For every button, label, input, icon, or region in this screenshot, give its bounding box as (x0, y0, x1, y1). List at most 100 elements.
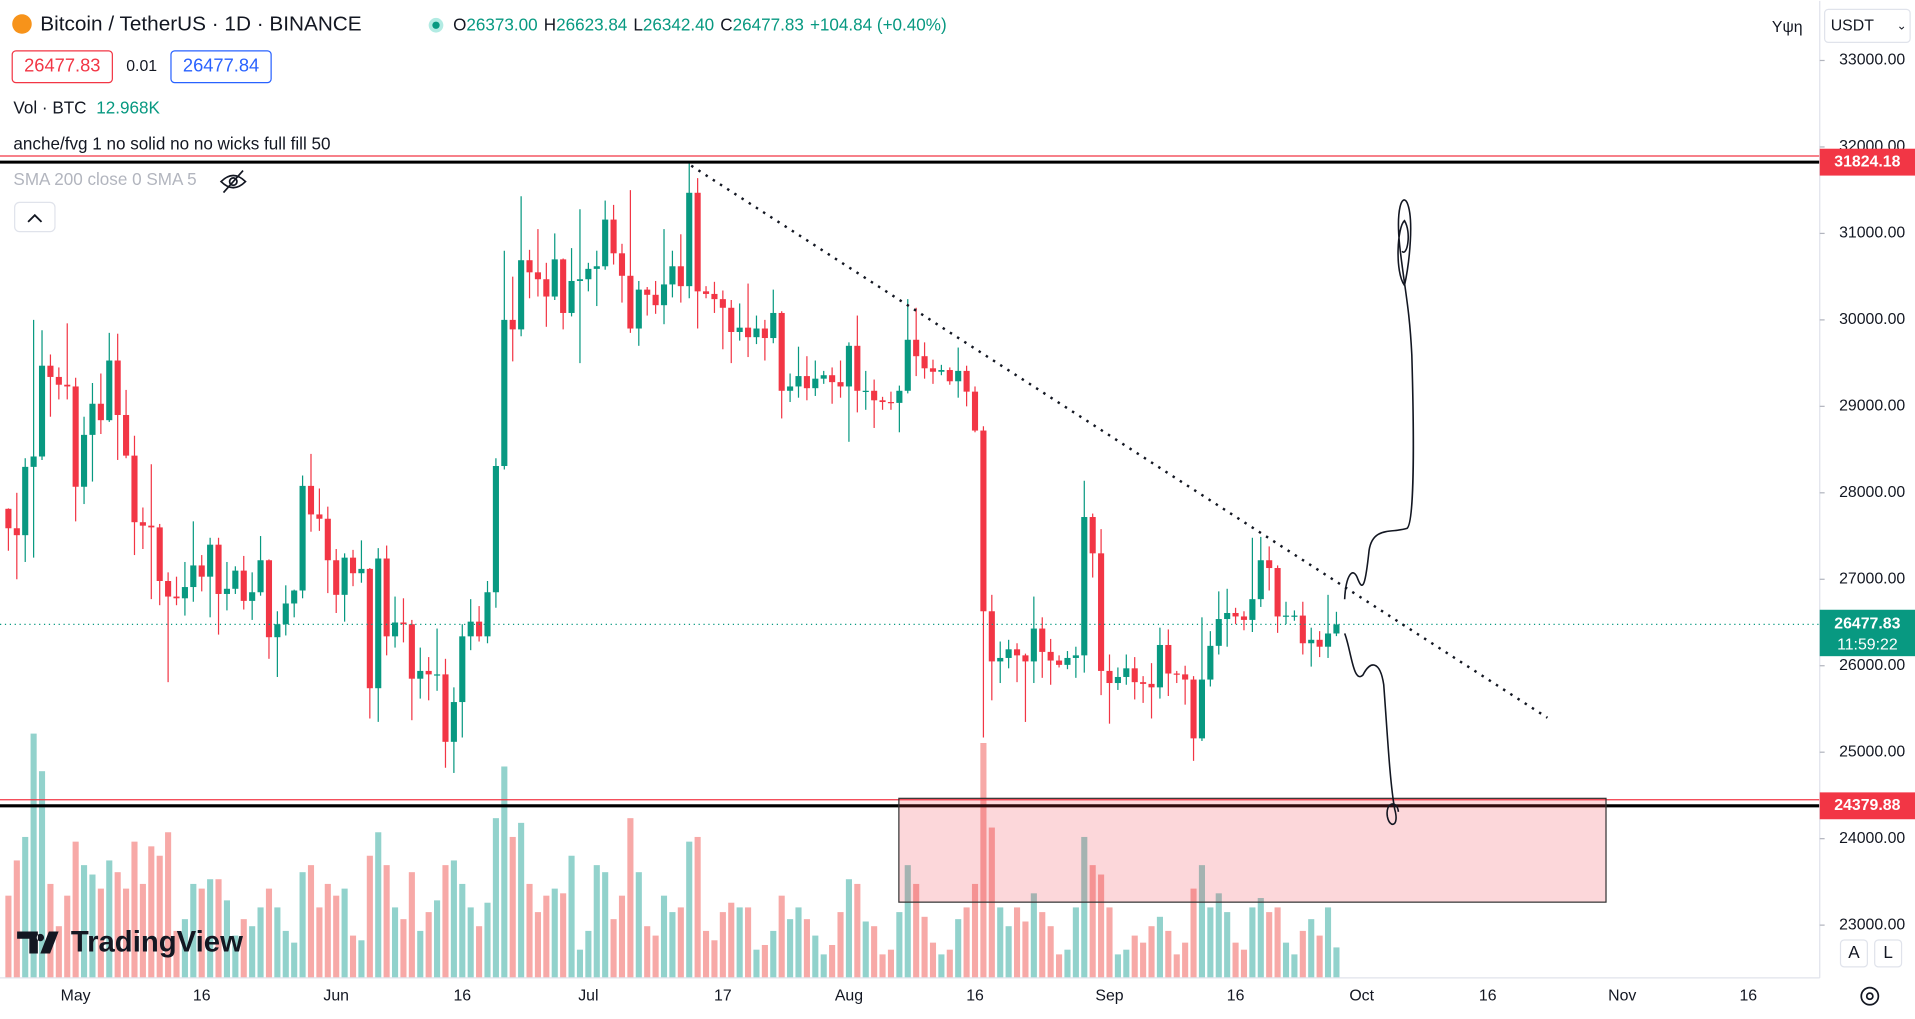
volume-bar (963, 907, 970, 978)
hidden-eye-icon[interactable] (219, 170, 247, 194)
volume-bar (526, 883, 533, 978)
candle-body (980, 430, 987, 612)
volume-bar (349, 935, 357, 978)
candle-body (1106, 670, 1113, 684)
x-tick-label: 16 (1227, 987, 1245, 1004)
volume-bar (946, 949, 953, 978)
scale-mode[interactable]: Υψη (1772, 19, 1803, 36)
volume-bar (1324, 907, 1332, 978)
collapse-button[interactable] (14, 201, 56, 233)
volume-bar (123, 888, 130, 978)
volume-bar (1215, 893, 1222, 978)
candle-body (417, 670, 424, 679)
candle-body (55, 376, 62, 385)
candle-body (450, 702, 457, 742)
volume-bar (400, 919, 407, 978)
volume-bar (728, 902, 735, 978)
candle-body (887, 402, 895, 404)
candle-body (459, 636, 466, 703)
candle-body (938, 370, 945, 372)
volume-bar (492, 818, 499, 978)
volume-bar (1257, 898, 1264, 978)
x-tick-label: May (61, 987, 91, 1004)
candle-body (728, 307, 735, 332)
candle-body (139, 522, 146, 526)
volume-bar (955, 919, 962, 978)
ask-price: 26477.84 (183, 55, 259, 76)
sell-button[interactable] (11, 50, 113, 84)
volume-bar (862, 921, 869, 978)
volume-bar (1114, 954, 1121, 978)
bid-price: 26477.83 (24, 55, 100, 76)
volume-bar (938, 954, 945, 978)
volume-bar (812, 935, 819, 978)
indicator-legend[interactable]: anche/fvg 1 no solid no no wicks full fi… (13, 134, 330, 153)
y-tick-label: 31000.00 (1839, 225, 1905, 242)
candle-body (753, 328, 760, 338)
candle-body (1324, 633, 1332, 647)
volume-bar (64, 895, 71, 978)
candle-body (391, 622, 399, 637)
volume-bar (1131, 935, 1138, 978)
candle-body (1030, 628, 1037, 662)
currency-select[interactable] (1824, 8, 1911, 43)
volume-bar (820, 954, 827, 978)
volume-bar (997, 907, 1004, 978)
volume-bar (1190, 888, 1197, 978)
volume-bar (1333, 947, 1340, 978)
level-price-tag (1819, 148, 1915, 176)
volume-bar (366, 855, 373, 978)
buy-button[interactable] (170, 50, 272, 84)
volume-bar (341, 888, 348, 978)
settings-icon[interactable] (1860, 986, 1880, 1006)
candle-body (366, 568, 373, 689)
candle-body (476, 621, 483, 637)
volume-bar (1022, 921, 1029, 978)
candle-body (173, 596, 180, 599)
candle-body (1131, 668, 1138, 683)
candle-body (72, 386, 79, 487)
settings-icon-center (1865, 992, 1874, 1001)
candle-body (307, 485, 315, 515)
volume-bar (1240, 949, 1248, 978)
volume-bar (518, 822, 525, 978)
volume-bar (635, 872, 642, 978)
candle-body (274, 624, 281, 638)
volume-bar (156, 855, 163, 978)
candle-body (1165, 644, 1172, 674)
indicator-legend[interactable]: SMA 200 close 0 SMA 5 (13, 170, 196, 189)
candle-body (165, 581, 172, 597)
volume-bar (442, 865, 449, 978)
volume-bar (190, 883, 197, 978)
candle-body (492, 466, 499, 593)
volume-bar (501, 766, 508, 978)
volume-bar (1224, 912, 1231, 978)
y-tick-label: 33000.00 (1839, 52, 1905, 69)
axes: May 16 Jun 16 Jul 17 Aug 16 Sep 16 Oct 16 Nov 16 23000… (61, 52, 1915, 1004)
volume-bar (736, 907, 743, 978)
candle-body (770, 312, 777, 339)
candle-body (702, 291, 710, 294)
freehand-drawing[interactable] (1343, 199, 1415, 826)
candle-body (484, 592, 491, 637)
symbol-title[interactable]: Bitcoin / TetherUS · 1D · BINANCE (40, 13, 361, 36)
volume-bar (249, 926, 256, 978)
candle-body (618, 253, 626, 276)
volume-bar (610, 919, 617, 978)
market-status (432, 21, 440, 29)
candle-body (1333, 624, 1340, 634)
candle-body (190, 565, 197, 588)
candle-body (358, 568, 365, 574)
volume-bar (30, 733, 37, 978)
candle-body (467, 621, 474, 637)
volume-bar (1207, 907, 1214, 978)
log-button[interactable] (1874, 939, 1903, 968)
candle-body (501, 319, 508, 467)
candle-body (904, 339, 911, 391)
volume-bar (585, 930, 592, 978)
ohlc-value: 26373.00 (466, 15, 537, 34)
zone-rectangle[interactable] (898, 797, 1607, 903)
volume-bar (1123, 949, 1130, 978)
auto-button[interactable] (1839, 939, 1868, 968)
